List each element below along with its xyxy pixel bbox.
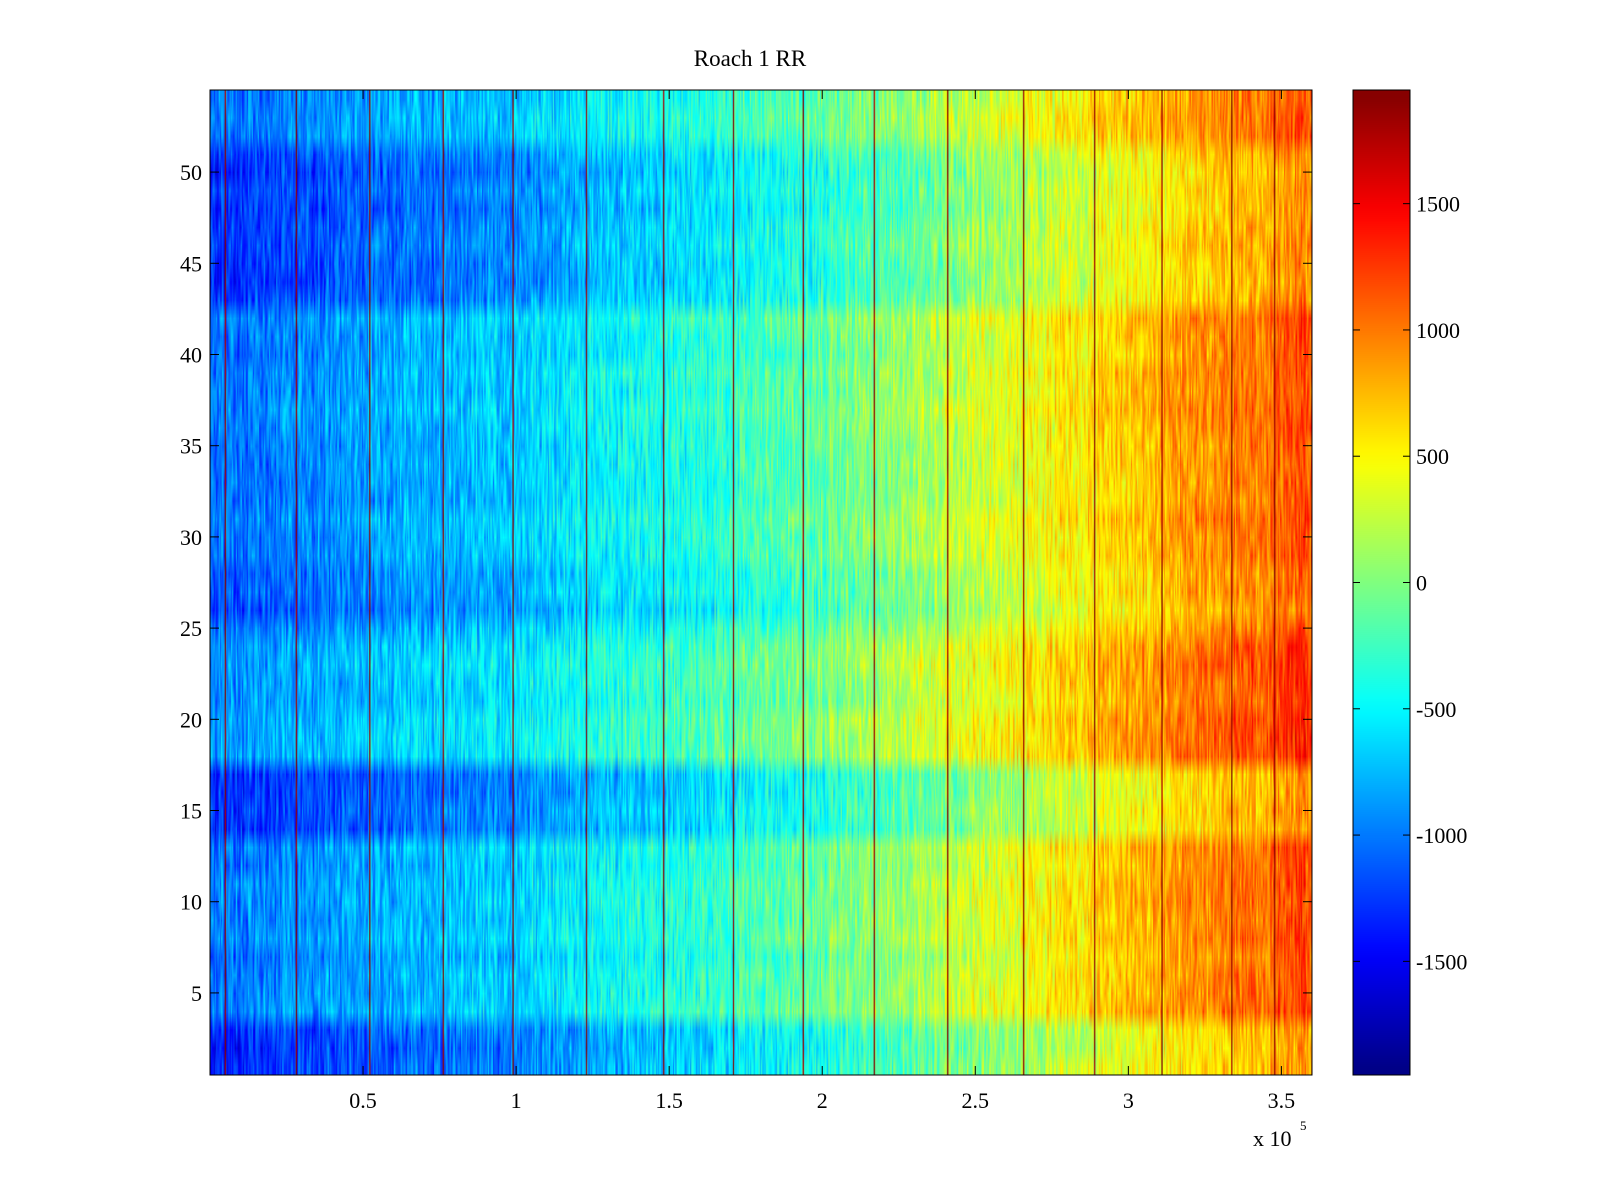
x-axis-exponent-label: x 10 5 <box>1253 1118 1307 1151</box>
colorbar-tick-label: 1000 <box>1416 318 1460 343</box>
y-tick-label: 50 <box>180 160 202 185</box>
heatmap-image <box>210 90 1312 1075</box>
colorbar-ticks: 1500 1000 500 0 -500 -1000 -1500 <box>1353 192 1467 974</box>
x-tick-label: 3 <box>1123 1088 1134 1113</box>
x-axis-ticks: 0.5 1 1.5 2 2.5 3 3.5 <box>349 90 1295 1113</box>
y-tick-label: 15 <box>180 799 202 824</box>
x-tick-label: 2.5 <box>962 1088 990 1113</box>
x-tick-label: 0.5 <box>349 1088 377 1113</box>
chart-title: Roach 1 RR <box>694 46 807 71</box>
colorbar-tick-label: -1000 <box>1416 823 1467 848</box>
y-tick-label: 45 <box>180 251 202 276</box>
y-tick-label: 30 <box>180 525 202 550</box>
plot-frame <box>209 89 1313 1076</box>
x-tick-label: 2 <box>817 1088 828 1113</box>
y-tick-label: 20 <box>180 707 202 732</box>
y-tick-label: 25 <box>180 616 202 641</box>
x-tick-label: 3.5 <box>1268 1088 1296 1113</box>
y-axis-ticks: 5 10 15 20 25 30 35 40 45 50 <box>180 160 1312 1006</box>
y-tick-label: 40 <box>180 342 202 367</box>
colorbar-gradient <box>1353 90 1410 1075</box>
colorbar: 1500 1000 500 0 -500 -1000 -1500 <box>1352 89 1467 1076</box>
heatmap-area <box>210 90 1312 1075</box>
colorbar-tick-label: 500 <box>1416 444 1449 469</box>
x-exponent-power: 5 <box>1300 1118 1307 1133</box>
y-tick-label: 35 <box>180 434 202 459</box>
y-tick-label: 10 <box>180 890 202 915</box>
y-tick-label: 5 <box>191 981 202 1006</box>
x-tick-label: 1.5 <box>655 1088 683 1113</box>
colorbar-tick-label: 1500 <box>1416 192 1460 217</box>
colorbar-tick-label: -500 <box>1416 697 1456 722</box>
colorbar-tick-label: 0 <box>1416 571 1427 596</box>
x-exponent-base: x 10 <box>1253 1126 1292 1151</box>
colorbar-tick-label: -1500 <box>1416 949 1467 974</box>
x-tick-label: 1 <box>511 1088 522 1113</box>
